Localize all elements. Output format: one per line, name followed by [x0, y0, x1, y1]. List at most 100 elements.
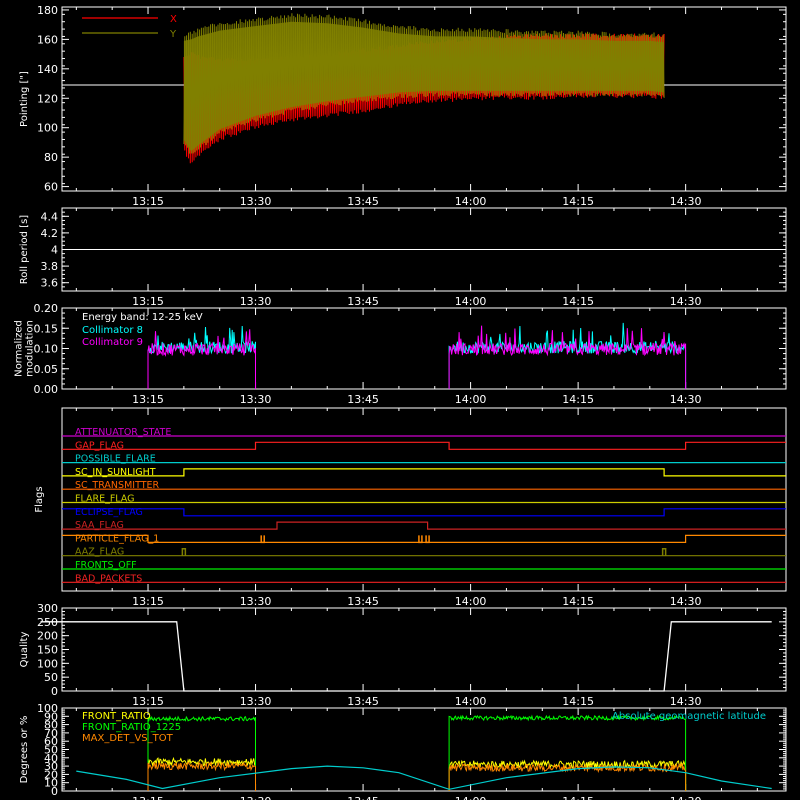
- y-tick-label: 4: [51, 244, 58, 257]
- y-tick-label: 0.05: [34, 363, 59, 376]
- x-tick-label: 13:45: [347, 295, 379, 308]
- y-tick-label: 0.20: [34, 302, 59, 315]
- roll-period-ylabel: Roll period [s]: [19, 215, 30, 284]
- flag-label-possible-flare: POSSIBLE_FLARE: [75, 454, 156, 465]
- series-y-band: [183, 21, 665, 152]
- x-tick-label: 13:15: [132, 295, 164, 308]
- modulation-plot: [147, 322, 687, 389]
- y-tick-label: 140: [37, 63, 58, 76]
- x-tick-label: 13:45: [347, 595, 379, 608]
- x-tick-label: 14:30: [670, 795, 702, 800]
- pointing-plot: [62, 13, 786, 164]
- flag-label-eclipse-flag: ECLIPSE_FLAG: [75, 507, 143, 518]
- flag-spike: [181, 547, 187, 556]
- x-tick-label: 14:00: [455, 595, 487, 608]
- y-tick-label: 0.15: [34, 322, 59, 335]
- y-tick-label: 3.6: [41, 277, 59, 290]
- y-tick-label: 30: [44, 760, 58, 773]
- flag-line-particle-flag-1: [62, 534, 786, 543]
- flag-spike: [425, 535, 430, 544]
- y-tick-label: 100: [37, 657, 58, 670]
- x-tick-label: 14:15: [562, 393, 594, 406]
- y-tick-label: 3.8: [41, 260, 59, 273]
- y-tick-label: 10: [44, 777, 58, 790]
- x-tick-label: 13:30: [240, 695, 272, 708]
- flag-label-particle-flag-1: PARTICLE_FLAG_1: [75, 533, 159, 544]
- y-tick-label: 200: [37, 630, 58, 643]
- x-tick-label: 14:15: [562, 695, 594, 708]
- x-tick-label: 14:15: [562, 195, 594, 208]
- y-tick-label: 0.00: [34, 383, 59, 396]
- y-tick-label: 80: [44, 151, 58, 164]
- flag-label-aaz-flag: AAZ_FLAG: [75, 547, 124, 558]
- y-tick-label: 70: [44, 727, 58, 740]
- y-tick-label: 90: [44, 710, 58, 723]
- flag-label-sc-in-sunlight: SC_IN_SUNLIGHT: [75, 467, 156, 478]
- y-tick-label: 4.2: [41, 227, 59, 240]
- x-tick-label: 13:30: [240, 795, 272, 800]
- y-tick-label: 300: [37, 602, 58, 615]
- flag-line-eclipse-flag: [62, 508, 786, 517]
- modulation-series-9: [147, 325, 687, 389]
- flag-line-sc-in-sunlight: [62, 468, 786, 477]
- legend-label-geomagnetic-latitude: Absolute geomagnetic latitude: [612, 711, 766, 722]
- flag-label-attenuator-state: ATTENUATOR_STATE: [75, 427, 171, 438]
- y-tick-label: 120: [37, 92, 58, 105]
- quality-line: [40, 621, 772, 692]
- series-geomagnetic-latitude: [76, 765, 772, 790]
- x-tick-label: 14:00: [455, 795, 487, 800]
- legend-label-front-ratio-1225: FRONT_RATIO_1225: [82, 722, 181, 733]
- flag-line-saa-flag: [62, 521, 786, 530]
- x-tick-label: 14:00: [455, 695, 487, 708]
- legend-label-collimator-9: Collimator 9: [82, 337, 143, 348]
- y-tick-label: 80: [44, 719, 58, 732]
- legend-label-front-ratio: FRONT_RATIO: [82, 711, 151, 722]
- pointing-ylabel: Pointing ["]: [19, 71, 30, 127]
- flag-label-sc-transmitter: SC_TRANSMITTER: [75, 480, 160, 491]
- y-tick-label: 50: [44, 744, 58, 757]
- legend-label-collimator-8: Collimator 8: [82, 325, 143, 336]
- x-tick-label: 13:45: [347, 393, 379, 406]
- y-tick-label: 160: [37, 33, 58, 46]
- y-tick-label: 4.4: [41, 210, 59, 223]
- x-tick-label: 13:15: [132, 595, 164, 608]
- flag-label-flare-flag: FLARE_FLAG: [75, 494, 135, 505]
- x-tick-label: 14:30: [670, 393, 702, 406]
- y-tick-label: 60: [44, 181, 58, 194]
- flag-label-fronts-off: FRONTS_OFF: [75, 560, 137, 571]
- x-tick-label: 13:15: [132, 195, 164, 208]
- y-tick-label: 0: [51, 685, 58, 698]
- legend-label-y: Y: [169, 29, 177, 40]
- energy-band-label: Energy band: 12-25 keV: [82, 312, 203, 323]
- y-tick-label: 150: [37, 644, 58, 657]
- y-tick-label: 0.10: [34, 343, 59, 356]
- y-tick-label: 50: [44, 671, 58, 684]
- x-tick-label: 13:30: [240, 295, 272, 308]
- x-tick-label: 14:00: [455, 393, 487, 406]
- x-tick-label: 14:30: [670, 195, 702, 208]
- modulation-ylabel: Normalized: [14, 320, 25, 377]
- x-tick-label: 14:15: [562, 795, 594, 800]
- flag-label-saa-flag: SAA_FLAG: [75, 520, 124, 531]
- legend-label-x: X: [170, 14, 177, 25]
- y-tick-label: 20: [44, 768, 58, 781]
- x-tick-label: 13:45: [347, 195, 379, 208]
- y-tick-label: 0: [51, 785, 58, 798]
- x-tick-label: 14:30: [670, 295, 702, 308]
- x-tick-label: 14:15: [562, 295, 594, 308]
- x-tick-label: 13:15: [132, 393, 164, 406]
- x-tick-label: 13:30: [240, 393, 272, 406]
- x-tick-label: 13:15: [132, 795, 164, 800]
- degrees-ylabel: Degrees or %: [19, 716, 30, 784]
- modulation-ylabel: modulation: [25, 320, 36, 377]
- y-tick-label: 100: [37, 122, 58, 135]
- x-tick-label: 14:00: [455, 195, 487, 208]
- flag-spike: [661, 547, 667, 556]
- panel-frame-1: [61, 6, 787, 192]
- x-tick-label: 13:30: [240, 195, 272, 208]
- x-tick-label: 13:45: [347, 795, 379, 800]
- x-tick-label: 13:15: [132, 695, 164, 708]
- quality-ylabel: Quality: [19, 632, 30, 668]
- flag-line-gap-flag: [62, 441, 786, 450]
